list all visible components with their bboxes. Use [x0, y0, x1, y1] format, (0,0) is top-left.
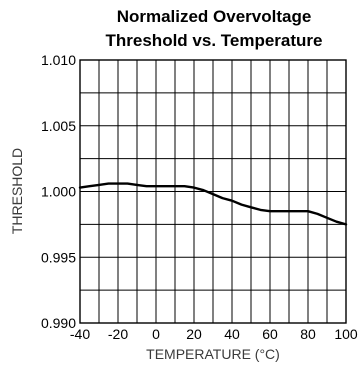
x-tick-label: 80 [300, 326, 316, 342]
plot-frame [79, 59, 347, 324]
y-tick-label: 0.990 [41, 315, 76, 331]
series-line [78, 182, 348, 226]
y-tick-label: 1.000 [41, 184, 76, 200]
tick-labels: -40 -20 0 20 40 60 80 100 0.990 0.995 1.000 1.005 1.… [41, 52, 358, 342]
y-tick-label: 1.010 [41, 52, 76, 68]
y-tick-label: 1.005 [41, 118, 76, 134]
y-axis-label: THRESHOLD [9, 148, 25, 234]
x-tick-label: -40 [70, 326, 90, 342]
chart-title-line-2: Threshold vs. Temperature [106, 31, 323, 50]
x-tick-label: -20 [108, 326, 128, 342]
x-tick-label: 20 [186, 326, 202, 342]
grid [80, 60, 346, 323]
data-layer [78, 182, 348, 226]
x-tick-label: 100 [334, 326, 358, 342]
y-tick-label: 0.995 [41, 249, 76, 265]
x-tick-label: 60 [262, 326, 278, 342]
chart-title-line-1: Normalized Overvoltage [117, 7, 312, 26]
x-tick-label: 40 [224, 326, 240, 342]
x-axis-label: TEMPERATURE (°C) [146, 346, 280, 362]
x-tick-label: 0 [152, 326, 160, 342]
